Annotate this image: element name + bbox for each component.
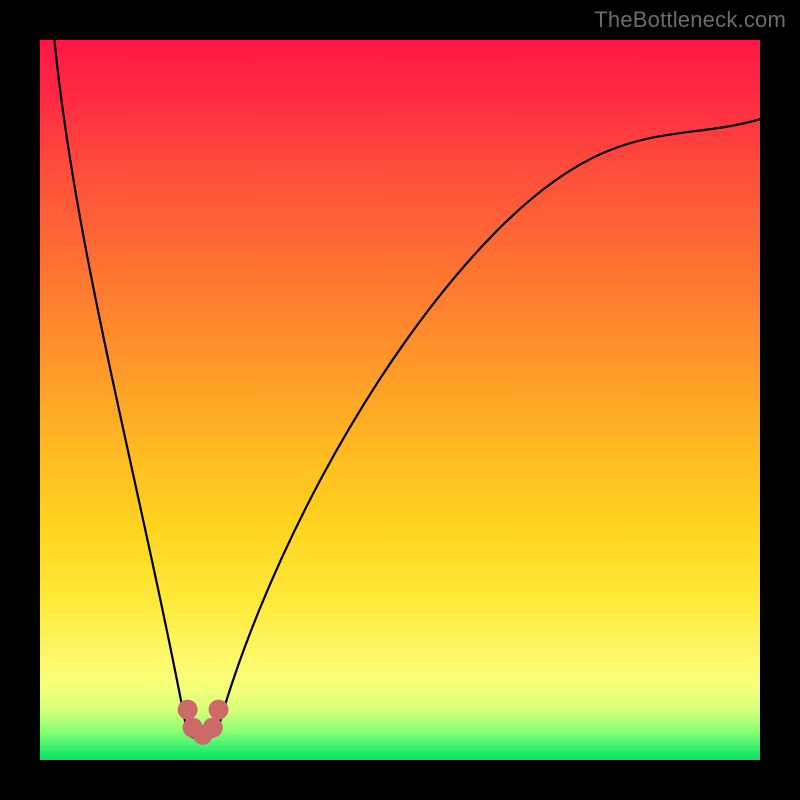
gradient-background (40, 40, 760, 760)
watermark-text: TheBottleneck.com (594, 7, 786, 33)
valley-marker-dot (209, 700, 229, 720)
plot-area (40, 40, 760, 760)
valley-marker-dot (203, 718, 223, 738)
chart-container: TheBottleneck.com (0, 0, 800, 800)
valley-marker-dot (178, 700, 198, 720)
